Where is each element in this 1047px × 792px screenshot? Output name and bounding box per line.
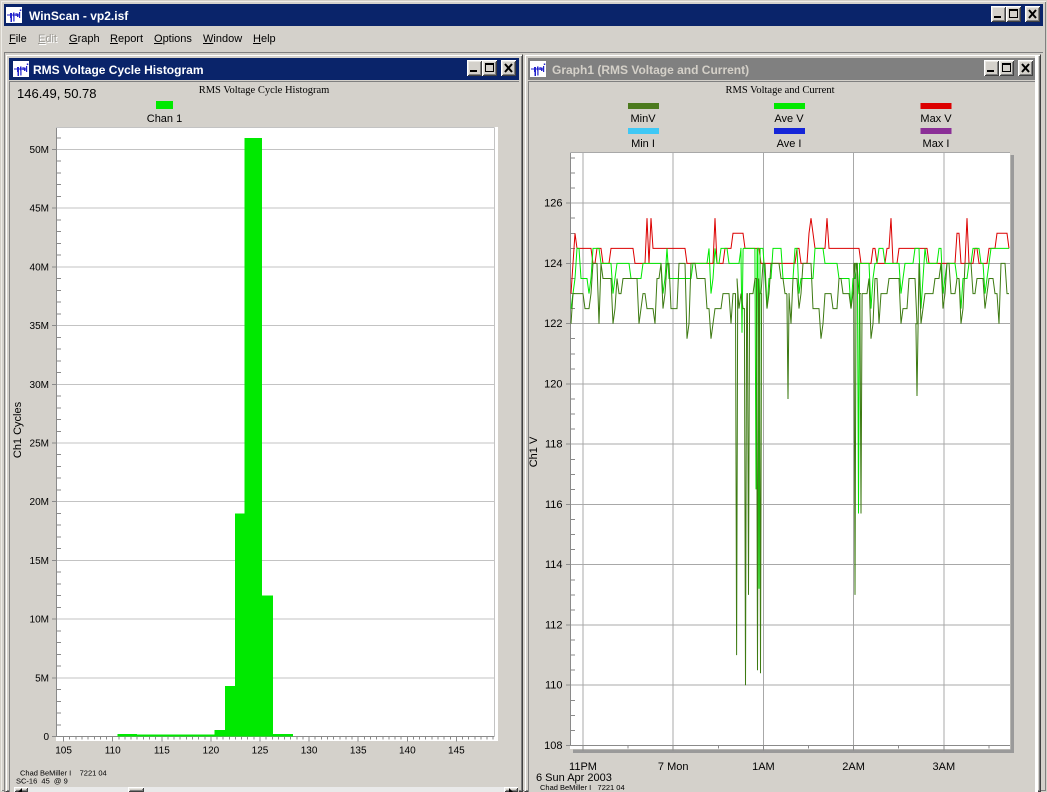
svg-text:126: 126 (544, 198, 562, 210)
svg-text:108: 108 (544, 740, 562, 752)
svg-text:124: 124 (544, 258, 562, 270)
svg-text:140: 140 (399, 746, 416, 757)
svg-text:25M: 25M (30, 439, 49, 450)
svg-text:112: 112 (545, 620, 563, 632)
svg-text:RMS Voltage Cycle Histogram: RMS Voltage Cycle Histogram (199, 85, 330, 96)
svg-text:0: 0 (43, 732, 49, 743)
svg-text:120: 120 (544, 378, 562, 390)
svg-text:120: 120 (203, 746, 220, 757)
svg-text:114: 114 (545, 559, 563, 571)
svg-text:45M: 45M (30, 204, 49, 215)
svg-text:105: 105 (55, 746, 72, 757)
svg-text:Ave I: Ave I (777, 138, 802, 150)
svg-text:30M: 30M (30, 380, 49, 391)
svg-text:RMS Voltage and Current: RMS Voltage and Current (726, 85, 835, 96)
svg-text:122: 122 (544, 318, 562, 330)
svg-text:115: 115 (154, 746, 170, 757)
svg-text:135: 135 (350, 746, 367, 757)
svg-text:145: 145 (448, 746, 465, 757)
svg-text:130: 130 (301, 746, 318, 757)
svg-text:Chad BeMiller I 7221 04: Chad BeMiller I 7221 04 (20, 769, 107, 778)
svg-text:3AM: 3AM (932, 761, 955, 773)
svg-text:Ave V: Ave V (774, 113, 804, 125)
svg-text:110: 110 (545, 680, 563, 692)
svg-text:146.49, 50.78: 146.49, 50.78 (17, 86, 97, 101)
svg-text:Max V: Max V (920, 113, 952, 125)
svg-text:SC-16 45 @ 9: SC-16 45 @ 9 (16, 777, 68, 786)
svg-text:20M: 20M (30, 497, 49, 508)
svg-text:1AM: 1AM (752, 761, 775, 773)
svg-text:7 Mon: 7 Mon (658, 761, 689, 773)
svg-text:35M: 35M (30, 321, 49, 332)
svg-text:11PM: 11PM (569, 761, 597, 773)
svg-text:15M: 15M (30, 556, 49, 567)
svg-text:Ch1 V: Ch1 V (528, 436, 540, 467)
svg-text:Ch1 Cycles: Ch1 Cycles (12, 401, 24, 458)
svg-text:50M: 50M (30, 145, 49, 156)
svg-text:MinV: MinV (630, 113, 656, 125)
svg-text:10M: 10M (30, 615, 49, 626)
svg-text:110: 110 (105, 746, 121, 757)
svg-text:Min I: Min I (631, 138, 655, 150)
svg-text:5M: 5M (35, 673, 49, 684)
svg-text:Max I: Max I (923, 138, 950, 150)
svg-text:118: 118 (545, 439, 563, 451)
svg-text:125: 125 (252, 746, 269, 757)
svg-text:116: 116 (545, 499, 563, 511)
svg-text:Chad BeMiller I 7221 04: Chad BeMiller I 7221 04 (540, 783, 625, 792)
svg-text:6 Sun Apr 2003: 6 Sun Apr 2003 (536, 772, 612, 784)
svg-text:2AM: 2AM (842, 761, 865, 773)
svg-text:Chan 1: Chan 1 (147, 113, 182, 125)
svg-text:40M: 40M (30, 262, 49, 273)
